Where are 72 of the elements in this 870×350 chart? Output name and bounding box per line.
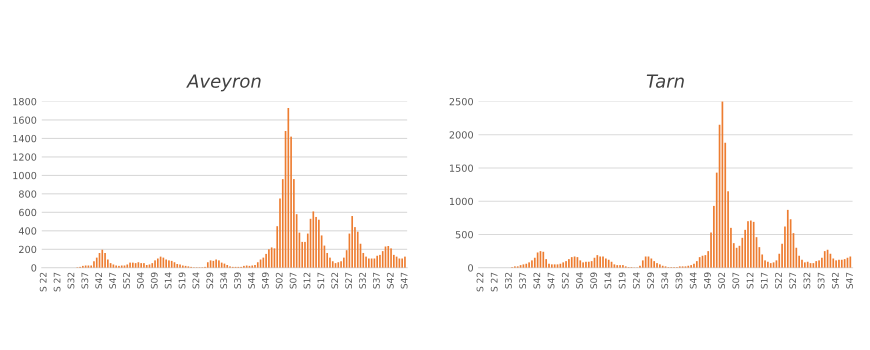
x-tick-label: S02 bbox=[276, 272, 283, 289]
x-tick-label: S37 bbox=[818, 272, 825, 289]
y-tick-label: 1800 bbox=[13, 98, 36, 106]
x-tick-label: S22 bbox=[331, 272, 338, 289]
x-tick-label: S 22 bbox=[40, 272, 47, 292]
x-tick-label: S37 bbox=[519, 272, 526, 289]
x-tick-label: S17 bbox=[760, 272, 768, 289]
y-tick-label: 2000 bbox=[450, 131, 473, 139]
x-tick-label: S37 bbox=[81, 272, 88, 289]
x-tick-label: S12 bbox=[304, 272, 310, 289]
x-tick-label: S29 bbox=[647, 272, 654, 289]
x-tick-label: S39 bbox=[234, 272, 241, 289]
y-tick-label: 1500 bbox=[450, 164, 473, 172]
x-tick-label: S49 bbox=[704, 272, 711, 289]
x-tick-label: S37 bbox=[372, 272, 380, 289]
x-tick-label: S52 bbox=[123, 272, 130, 289]
x-tick-label: S14 bbox=[164, 272, 172, 289]
x-tick-label: S02 bbox=[718, 272, 726, 289]
x-tick-label: S07 bbox=[732, 272, 740, 289]
x-tick-label: S 27 bbox=[54, 272, 60, 292]
x-tick-label: S42 bbox=[95, 272, 102, 289]
x-tick-label: S47 bbox=[109, 272, 116, 289]
x-tick-label: S32 bbox=[504, 272, 512, 289]
x-tick-label: S07 bbox=[290, 272, 296, 289]
x-tick-label: S34 bbox=[220, 272, 228, 289]
x-tick-label: S52 bbox=[562, 272, 569, 289]
y-tick-label: 1400 bbox=[13, 134, 36, 142]
x-tick-label: S32 bbox=[803, 272, 810, 289]
y-tick-label: 400 bbox=[18, 227, 36, 235]
x-tick-label: S 22 bbox=[476, 272, 484, 292]
x-tick-label: S34 bbox=[661, 272, 668, 289]
y-tick-label: 1200 bbox=[13, 153, 36, 161]
x-tick-label: S32 bbox=[68, 272, 74, 289]
x-tick-label: S19 bbox=[618, 272, 626, 289]
x-tick-label: S24 bbox=[632, 272, 640, 289]
chart-title: Tarn bbox=[646, 74, 684, 88]
x-tick-label: S04 bbox=[136, 272, 144, 289]
x-tick-label: S42 bbox=[832, 272, 839, 289]
x-tick-label: S04 bbox=[576, 272, 583, 289]
x-tick-label: S39 bbox=[676, 272, 682, 289]
x-tick-label: S19 bbox=[178, 272, 186, 289]
chart-title: Aveyron bbox=[186, 74, 261, 92]
x-tick-label: S42 bbox=[386, 272, 394, 289]
y-tick-label: 800 bbox=[19, 190, 36, 198]
x-tick-label: S42 bbox=[533, 272, 540, 289]
x-tick-label: S22 bbox=[775, 272, 782, 289]
x-tick-label: S47 bbox=[400, 272, 408, 289]
y-tick-label: 1000 bbox=[13, 172, 36, 180]
x-tick-label: S44 bbox=[690, 272, 697, 289]
x-tick-label: S09 bbox=[150, 272, 158, 289]
x-tick-label: S27 bbox=[345, 272, 352, 289]
x-tick-label: S 27 bbox=[490, 272, 498, 292]
y-tick-label: 0 bbox=[468, 264, 473, 272]
x-tick-label: S32 bbox=[359, 272, 366, 289]
y-tick-label: 600 bbox=[19, 208, 36, 216]
y-tick-label: 1600 bbox=[13, 116, 36, 124]
y-tick-label: 500 bbox=[456, 230, 473, 238]
x-tick-label: S47 bbox=[846, 272, 853, 289]
x-tick-label: S29 bbox=[206, 272, 214, 289]
x-tick-label: S14 bbox=[604, 272, 612, 289]
x-tick-label: S44 bbox=[248, 272, 255, 289]
x-tick-label: S47 bbox=[548, 272, 554, 289]
x-tick-label: S17 bbox=[317, 272, 324, 289]
x-tick-label: S24 bbox=[192, 272, 200, 289]
y-tick-label: 0 bbox=[31, 264, 36, 272]
y-tick-label: 200 bbox=[19, 246, 36, 254]
y-tick-label: 2500 bbox=[450, 98, 473, 106]
x-tick-label: S27 bbox=[789, 272, 796, 289]
x-tick-label: S12 bbox=[746, 272, 754, 289]
x-tick-label: S09 bbox=[590, 272, 598, 289]
x-tick-label: S49 bbox=[262, 272, 269, 289]
y-tick-label: 1000 bbox=[450, 198, 473, 206]
